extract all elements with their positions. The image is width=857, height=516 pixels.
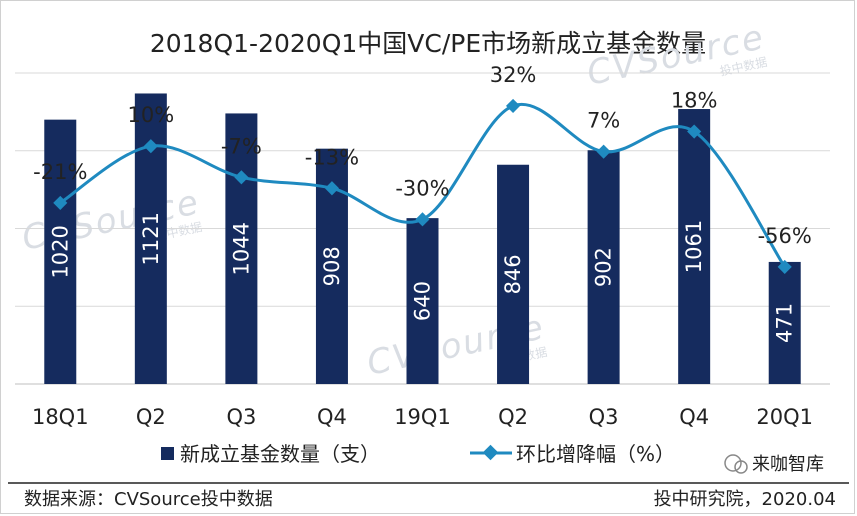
growth-label: -56% — [758, 224, 812, 248]
x-tick-label: 19Q1 — [394, 405, 451, 429]
growth-label: -30% — [395, 176, 449, 200]
x-tick-label: Q2 — [136, 405, 166, 429]
growth-line-path — [59, 102, 786, 268]
bar-value-label: 471 — [773, 303, 797, 343]
brand-name: 来咖智库 — [752, 454, 824, 475]
growth-marker — [234, 170, 249, 185]
growth-label: -7% — [221, 134, 262, 158]
legend: 新成立基金数量（支） 环比增降幅（%） — [161, 442, 675, 466]
watermarks: CVSource投中数据CVSource投中数据CVSource投中数据 — [19, 17, 769, 384]
x-tick-label: 20Q1 — [756, 405, 813, 429]
wechat-icon-bubble — [734, 460, 748, 474]
growth-label: -21% — [33, 160, 87, 184]
bars — [44, 93, 801, 385]
growth-label: 32% — [490, 63, 537, 87]
x-tick-label: Q2 — [498, 405, 528, 429]
legend-line-label: 环比增降幅（%） — [516, 442, 675, 466]
x-tick-label: Q4 — [317, 405, 347, 429]
bar — [406, 218, 439, 384]
wechat-icon — [724, 454, 742, 472]
bar-value-label: 1061 — [682, 220, 706, 273]
growth-label: 7% — [587, 109, 620, 133]
bar — [225, 113, 258, 385]
bar — [768, 261, 801, 384]
growth-marker — [505, 98, 521, 114]
bar — [587, 150, 620, 384]
bar-value-label: 902 — [592, 247, 616, 287]
growth-marker — [687, 124, 702, 139]
growth-label: -13% — [305, 145, 359, 169]
growth-marker — [324, 181, 340, 196]
bar — [678, 109, 711, 384]
bar-value-label: 1121 — [139, 212, 163, 265]
bar-value-label: 846 — [501, 254, 525, 294]
x-tick-label: Q3 — [226, 405, 256, 429]
bar-value-labels: 1020 1121 1044 908 640 846 902 1061 471 — [48, 212, 796, 343]
bar-value-label: 1044 — [229, 222, 253, 275]
bar-value-label: 1020 — [48, 225, 72, 278]
x-tick-label: Q4 — [679, 405, 709, 429]
bar-value-label: 640 — [411, 281, 435, 321]
growth-labels: -21% 10% -7% -13% -30% 32% 7% 18% -56% — [33, 63, 812, 248]
x-axis-labels: 18Q1 Q2 Q3 Q4 19Q1 Q2 Q3 Q4 20Q1 — [32, 405, 813, 429]
x-tick-label: Q3 — [589, 405, 619, 429]
footer-credit: 投中研究院，2020.04 — [654, 489, 836, 510]
footer-source: 数据来源：CVSource投中数据 — [24, 489, 273, 510]
growth-marker — [777, 259, 792, 274]
growth-marker — [143, 139, 158, 154]
bar-value-label: 908 — [320, 246, 344, 286]
chart-title: 2018Q1-2020Q1中国VC/PE市场新成立基金数量 — [150, 29, 706, 58]
growth-marker — [415, 212, 430, 227]
brand-badge: 来咖智库 — [724, 454, 824, 475]
bar — [497, 164, 530, 384]
growth-label: 18% — [671, 89, 718, 113]
growth-line — [53, 98, 792, 274]
growth-marker — [596, 144, 611, 159]
x-tick-label: 18Q1 — [32, 405, 89, 429]
legend-bar-label: 新成立基金数量（支） — [180, 442, 380, 466]
growth-label: 10% — [127, 103, 174, 127]
bar — [44, 119, 77, 385]
legend-bar-swatch — [161, 447, 174, 460]
legend-line-marker — [482, 444, 499, 461]
